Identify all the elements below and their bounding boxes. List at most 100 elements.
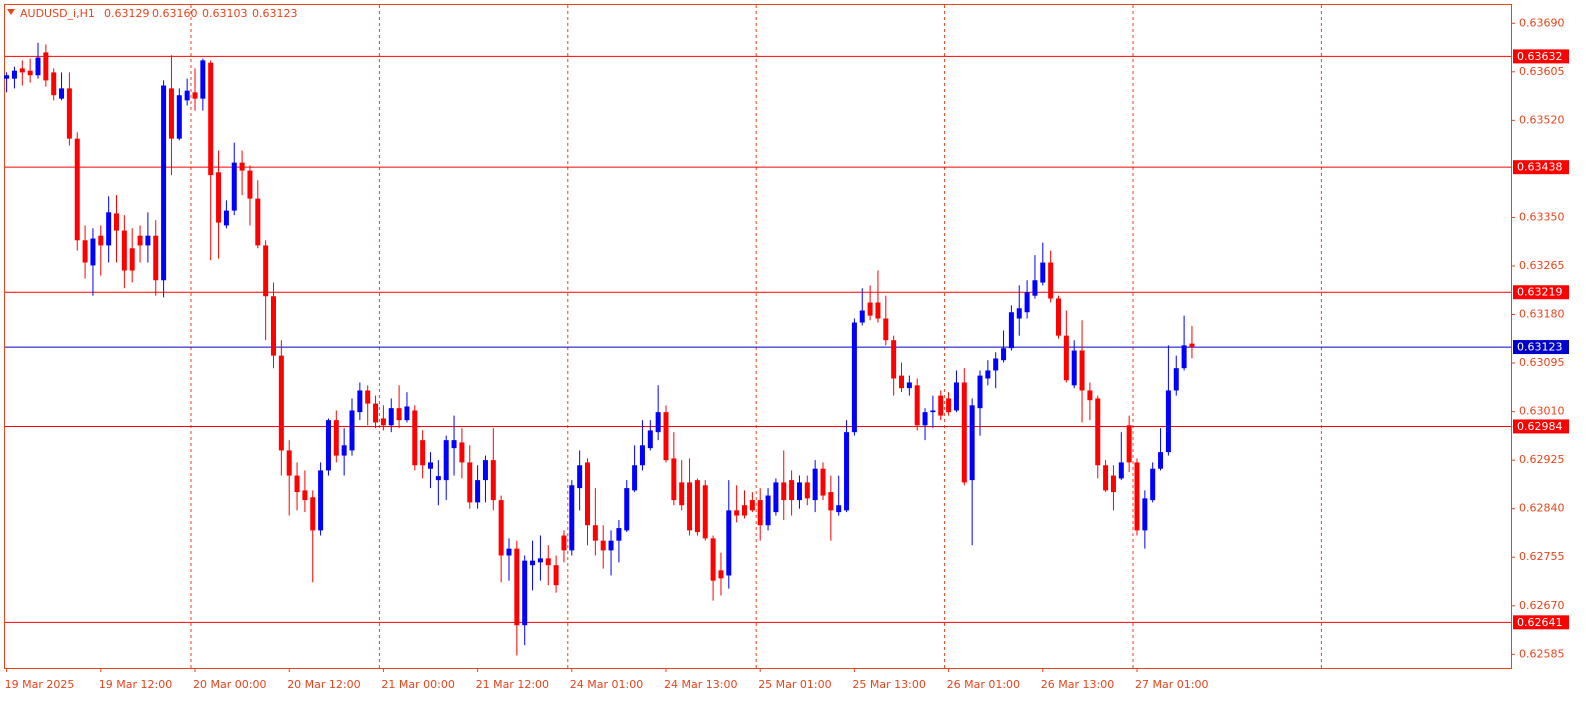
y-tick-label: 0.63350 — [1519, 210, 1565, 223]
candle-body — [530, 560, 536, 566]
candle-body — [263, 245, 269, 297]
candle-body — [891, 340, 897, 379]
candle-body — [561, 535, 567, 551]
candle-body — [930, 410, 936, 413]
candle-body — [404, 406, 410, 421]
candle-body — [537, 558, 543, 563]
candle-body — [647, 430, 653, 449]
y-tick-label: 0.62925 — [1519, 453, 1565, 466]
candle-body — [286, 450, 292, 476]
candle-body — [294, 475, 300, 493]
plot-frame — [4, 4, 1512, 669]
candle-body — [1165, 390, 1171, 453]
candle-body — [1173, 368, 1179, 391]
candle-body — [545, 558, 551, 566]
x-tick-label: 19 Mar 12:00 — [99, 678, 172, 691]
candle-body — [333, 420, 339, 456]
candle-body — [176, 95, 182, 139]
level-line-label-box — [1513, 285, 1569, 300]
candle-body — [851, 322, 857, 433]
candle-body — [789, 480, 795, 501]
candle-body — [121, 230, 127, 271]
candle-body — [459, 442, 465, 463]
x-tick-label: 26 Mar 01:00 — [947, 678, 1020, 691]
x-tick-label: 21 Mar 00:00 — [381, 678, 454, 691]
candle-body — [812, 468, 818, 501]
candle-body — [757, 500, 763, 526]
candle-body — [192, 92, 198, 99]
candle-body — [388, 408, 394, 426]
header-high: 0.63160 — [152, 7, 198, 20]
y-tick-label: 0.63690 — [1519, 16, 1565, 29]
candle-body — [585, 462, 590, 526]
level-line-label: 0.63438 — [1517, 161, 1563, 174]
candle-body — [239, 162, 245, 171]
header-low: 0.63103 — [202, 7, 248, 20]
candle-body — [255, 198, 261, 246]
candle-body — [632, 465, 638, 491]
candle-body — [200, 60, 206, 99]
x-tick-label: 24 Mar 01:00 — [570, 678, 643, 691]
candle-body — [43, 52, 49, 81]
candle-body — [310, 497, 316, 531]
price-line-label-box — [1513, 340, 1569, 355]
candle-body — [1134, 462, 1140, 531]
candle-body — [655, 412, 661, 433]
candle-body — [867, 302, 873, 316]
candle-body — [357, 390, 363, 413]
candle-body — [153, 235, 159, 281]
candle-body — [208, 62, 214, 176]
level-line-label-box — [1513, 419, 1569, 434]
x-tick-label: 20 Mar 12:00 — [287, 678, 360, 691]
candle-body — [1071, 350, 1077, 386]
level-line-label-box — [1513, 615, 1569, 630]
candle-body — [718, 570, 724, 579]
candle-body — [993, 358, 999, 371]
level-line-label-box — [1513, 49, 1569, 64]
candle-body — [569, 485, 575, 551]
candle-body — [106, 212, 112, 246]
candle-body — [553, 565, 559, 586]
candle-body — [749, 500, 755, 511]
candle-body — [600, 540, 606, 551]
y-tick-label: 0.62670 — [1519, 599, 1565, 612]
candle-body — [412, 410, 418, 466]
candle-body — [19, 68, 25, 73]
candle-body — [74, 138, 80, 241]
candle-body — [420, 440, 426, 466]
candle-body — [694, 480, 700, 533]
candle-body — [906, 382, 912, 389]
y-tick-label: 0.62585 — [1519, 647, 1565, 660]
candle-body — [482, 460, 488, 481]
candle-body — [247, 170, 253, 199]
price-line-label: 0.63123 — [1517, 341, 1563, 354]
candle-body — [624, 488, 630, 531]
candle-body — [365, 390, 371, 404]
candle-body — [1016, 308, 1022, 319]
candle-body — [59, 88, 65, 99]
candle-body — [1087, 390, 1093, 401]
candle-body — [11, 70, 17, 79]
candle-body — [1056, 298, 1061, 336]
candle-body — [51, 72, 57, 96]
candle-body — [114, 213, 119, 231]
candle-body — [773, 482, 779, 513]
candle-body — [985, 370, 991, 379]
candle-body — [373, 403, 379, 423]
candle-body — [271, 296, 276, 356]
candle-body — [278, 355, 284, 451]
candle-body — [216, 172, 222, 223]
candle-body — [1189, 343, 1195, 348]
candle-body — [899, 375, 904, 389]
candle-body — [734, 510, 740, 516]
candle-body — [522, 560, 528, 626]
x-tick-label: 19 Mar 2025 — [5, 678, 75, 691]
y-tick-label: 0.63180 — [1519, 308, 1565, 321]
candle-body — [859, 310, 865, 323]
candle-body — [1079, 350, 1085, 391]
candle-body — [577, 465, 583, 489]
candle-body — [844, 432, 850, 511]
level-line-label: 0.63219 — [1517, 286, 1563, 299]
candle-body — [506, 548, 512, 556]
